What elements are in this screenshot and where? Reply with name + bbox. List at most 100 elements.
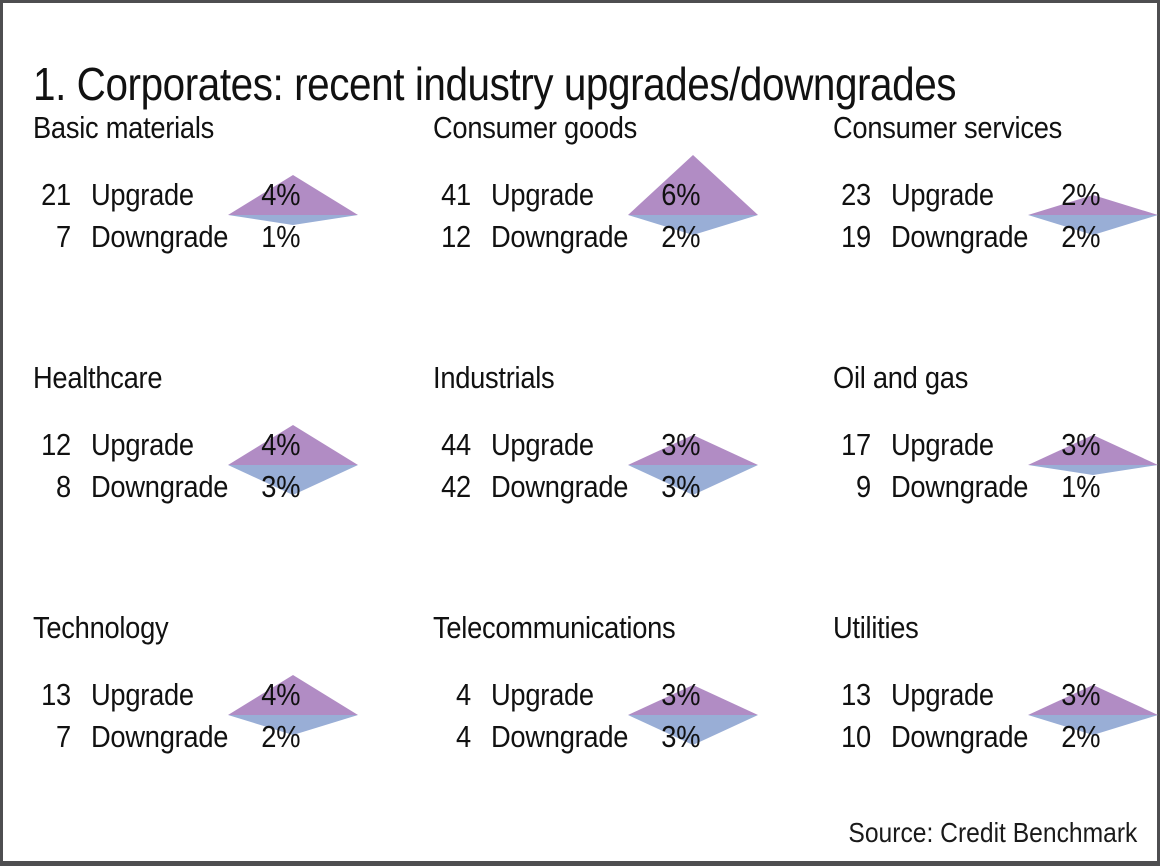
upgrade-count: 13 xyxy=(841,677,871,712)
sector-panel-consumer-services: Consumer services 23 Upgrade 2% 19 Downg… xyxy=(833,108,1160,338)
upgrade-percent: 3% xyxy=(661,427,700,462)
downgrade-triangle xyxy=(1028,465,1158,475)
sector-grid: Basic materials 21 Upgrade 4% 7 Downgrad… xyxy=(33,108,1160,858)
downgrade-count: 4 xyxy=(456,719,471,754)
downgrade-count: 9 xyxy=(856,469,871,504)
downgrade-row: 42 Downgrade 3% xyxy=(433,466,763,508)
sector-title: Utilities xyxy=(833,608,1160,648)
sector-title: Technology xyxy=(33,608,363,648)
downgrade-label: Downgrade xyxy=(891,469,1029,504)
sector-title-text: Technology xyxy=(33,610,169,645)
upgrade-label: Upgrade xyxy=(891,427,994,462)
sector-panel-telecommunications: Telecommunications 4 Upgrade 3% 4 Downgr… xyxy=(433,608,763,838)
sector-panel-healthcare: Healthcare 12 Upgrade 4% 8 Downgrade 3% xyxy=(33,358,363,588)
upgrade-percent: 3% xyxy=(1061,427,1100,462)
upgrade-row: 13 Upgrade 3% xyxy=(833,674,1160,716)
downgrade-label: Downgrade xyxy=(91,719,229,754)
upgrade-percent: 4% xyxy=(261,177,300,212)
sector-panel-basic-materials: Basic materials 21 Upgrade 4% 7 Downgrad… xyxy=(33,108,363,338)
downgrade-count: 12 xyxy=(441,219,471,254)
sector-title-text: Consumer services xyxy=(833,110,1062,145)
downgrade-count: 7 xyxy=(56,719,71,754)
sector-rows: 41 Upgrade 6% 12 Downgrade 2% xyxy=(433,174,763,258)
upgrade-row: 41 Upgrade 6% xyxy=(433,174,763,216)
figure-title-text: 1. Corporates: recent industry upgrades/… xyxy=(33,57,957,110)
upgrade-row: 12 Upgrade 4% xyxy=(33,424,363,466)
sector-title-text: Utilities xyxy=(833,610,919,645)
upgrade-row: 21 Upgrade 4% xyxy=(33,174,363,216)
downgrade-label: Downgrade xyxy=(91,469,229,504)
sector-title-text: Consumer goods xyxy=(433,110,638,145)
downgrade-label: Downgrade xyxy=(491,719,629,754)
downgrade-label: Downgrade xyxy=(491,219,629,254)
sector-title-text: Basic materials xyxy=(33,110,215,145)
downgrade-label: Downgrade xyxy=(91,219,229,254)
downgrade-row: 19 Downgrade 2% xyxy=(833,216,1160,258)
downgrade-triangle xyxy=(228,215,358,225)
downgrade-percent: 2% xyxy=(1061,719,1100,754)
updown-triangle-chart xyxy=(628,358,758,588)
upgrade-row: 23 Upgrade 2% xyxy=(833,174,1160,216)
upgrade-label: Upgrade xyxy=(91,677,194,712)
downgrade-percent: 1% xyxy=(1061,469,1100,504)
upgrade-label: Upgrade xyxy=(891,177,994,212)
sector-panel-industrials: Industrials 44 Upgrade 3% 42 Downgrade 3… xyxy=(433,358,763,588)
downgrade-row: 7 Downgrade 1% xyxy=(33,216,363,258)
downgrade-row: 7 Downgrade 2% xyxy=(33,716,363,758)
sector-rows: 44 Upgrade 3% 42 Downgrade 3% xyxy=(433,424,763,508)
sector-title-text: Telecommunications xyxy=(433,610,676,645)
downgrade-percent: 3% xyxy=(661,469,700,504)
updown-triangle-chart xyxy=(628,608,758,838)
updown-triangle-chart xyxy=(1028,358,1158,588)
upgrade-row: 13 Upgrade 4% xyxy=(33,674,363,716)
upgrade-label: Upgrade xyxy=(891,677,994,712)
sector-rows: 13 Upgrade 3% 10 Downgrade 2% xyxy=(833,674,1160,758)
downgrade-percent: 3% xyxy=(661,719,700,754)
sector-panel-oil-and-gas: Oil and gas 17 Upgrade 3% 9 Downgrade 1% xyxy=(833,358,1160,588)
sector-title: Industrials xyxy=(433,358,763,398)
upgrade-count: 12 xyxy=(41,427,71,462)
downgrade-row: 8 Downgrade 3% xyxy=(33,466,363,508)
updown-triangle-chart xyxy=(228,108,358,338)
sector-title: Basic materials xyxy=(33,108,363,148)
downgrade-label: Downgrade xyxy=(491,469,629,504)
sector-panel-technology: Technology 13 Upgrade 4% 7 Downgrade 2% xyxy=(33,608,363,838)
upgrade-row: 44 Upgrade 3% xyxy=(433,424,763,466)
sector-rows: 13 Upgrade 4% 7 Downgrade 2% xyxy=(33,674,363,758)
downgrade-label: Downgrade xyxy=(891,719,1029,754)
upgrade-count: 13 xyxy=(41,677,71,712)
downgrade-count: 10 xyxy=(841,719,871,754)
downgrade-percent: 3% xyxy=(261,469,300,504)
upgrade-label: Upgrade xyxy=(491,427,594,462)
upgrade-count: 17 xyxy=(841,427,871,462)
sector-panel-utilities: Utilities 13 Upgrade 3% 10 Downgrade 2% xyxy=(833,608,1160,838)
downgrade-percent: 1% xyxy=(261,219,300,254)
updown-triangle-chart xyxy=(1028,608,1158,838)
sector-title: Oil and gas xyxy=(833,358,1160,398)
downgrade-count: 19 xyxy=(841,219,871,254)
upgrade-label: Upgrade xyxy=(491,677,594,712)
upgrade-count: 4 xyxy=(456,677,471,712)
upgrade-percent: 4% xyxy=(261,677,300,712)
sector-title-text: Oil and gas xyxy=(833,360,969,395)
upgrade-count: 41 xyxy=(441,177,471,212)
upgrade-percent: 2% xyxy=(1061,177,1100,212)
sector-title: Healthcare xyxy=(33,358,363,398)
downgrade-row: 12 Downgrade 2% xyxy=(433,216,763,258)
source-text: Source: Credit Benchmark xyxy=(848,817,1137,848)
downgrade-row: 9 Downgrade 1% xyxy=(833,466,1160,508)
sector-rows: 21 Upgrade 4% 7 Downgrade 1% xyxy=(33,174,363,258)
sector-title-text: Healthcare xyxy=(33,360,163,395)
downgrade-percent: 2% xyxy=(661,219,700,254)
figure-title: 1. Corporates: recent industry upgrades/… xyxy=(33,56,1082,112)
sector-title: Consumer services xyxy=(833,108,1160,148)
sector-rows: 17 Upgrade 3% 9 Downgrade 1% xyxy=(833,424,1160,508)
upgrade-percent: 4% xyxy=(261,427,300,462)
upgrade-percent: 3% xyxy=(1061,677,1100,712)
sector-rows: 23 Upgrade 2% 19 Downgrade 2% xyxy=(833,174,1160,258)
sector-title-text: Industrials xyxy=(433,360,555,395)
upgrade-percent: 3% xyxy=(661,677,700,712)
sector-title: Telecommunications xyxy=(433,608,763,648)
sector-panel-consumer-goods: Consumer goods 41 Upgrade 6% 12 Downgrad… xyxy=(433,108,763,338)
